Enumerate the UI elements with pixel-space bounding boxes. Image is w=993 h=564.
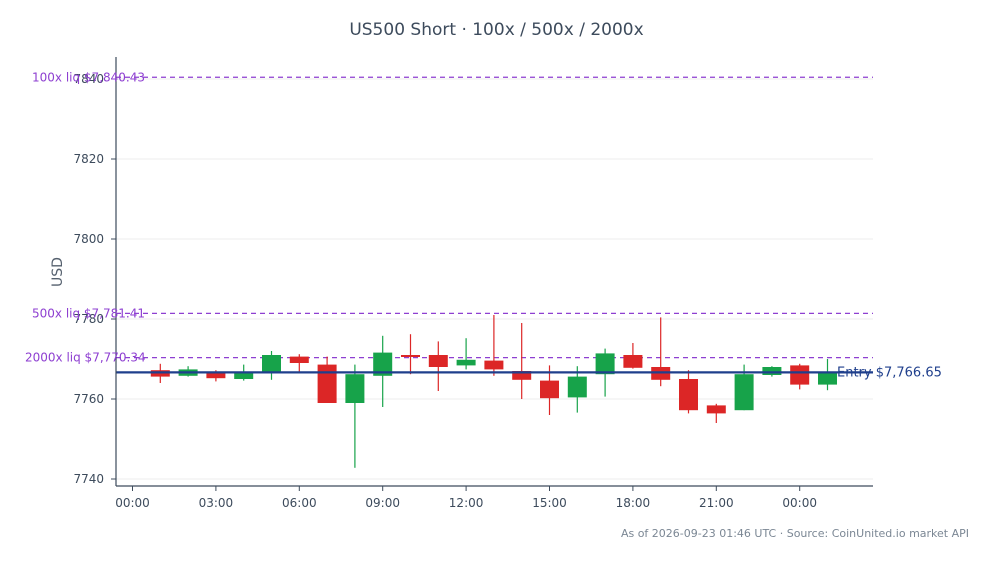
candle-body-down xyxy=(623,355,643,368)
x-tick-label: 03:00 xyxy=(199,496,234,510)
entry-label: Entry $7,766.65 xyxy=(837,365,942,380)
candle-body-down xyxy=(289,356,309,363)
candle-body-down xyxy=(790,365,810,385)
candle-body-down xyxy=(706,405,726,414)
y-tick-label: 7780 xyxy=(73,312,104,326)
y-tick-label: 7760 xyxy=(73,392,104,406)
candle-body-up xyxy=(595,353,615,375)
x-tick-label: 18:00 xyxy=(616,496,651,510)
candle-body-up xyxy=(262,355,281,372)
labels-layer: 7740 7760 7780 7800 7820 7840 00:00 03:00 06:00 0… xyxy=(25,70,942,510)
x-tick-label: 00:00 xyxy=(115,496,150,510)
candle-body-down xyxy=(317,364,337,403)
candle-body-up xyxy=(234,373,254,379)
candle-body-down xyxy=(540,380,559,399)
candle-body-up xyxy=(734,374,754,411)
y-tick-label: 7820 xyxy=(73,152,104,166)
liquidation-label: 2000x liq $7,770.34 xyxy=(25,351,146,365)
footer-note: As of 2026-09-23 01:46 UTC · Source: Coi… xyxy=(620,527,969,540)
candle-body-up xyxy=(345,374,365,403)
y-axis-label: USD xyxy=(50,257,66,287)
candles-layer xyxy=(150,315,837,468)
liquidation-label: 500x liq $7,781.41 xyxy=(32,306,145,320)
candle-body-up xyxy=(818,373,837,385)
x-tick-label: 06:00 xyxy=(282,496,317,510)
y-tick-label: 7840 xyxy=(73,72,104,86)
candle-body-up xyxy=(567,376,587,398)
y-tick-label: 7740 xyxy=(73,472,104,486)
x-tick-label: 15:00 xyxy=(532,496,567,510)
candle-body-down xyxy=(679,379,698,411)
liquidation-label: 100x liq $7,840.43 xyxy=(32,70,145,84)
chart-title: US500 Short · 100x / 500x / 2000x xyxy=(349,20,644,40)
x-tick-label: 09:00 xyxy=(365,496,400,510)
candle-body-up xyxy=(373,352,393,376)
x-tick-label: 12:00 xyxy=(449,496,484,510)
axes-layer xyxy=(111,57,873,491)
candle-body-down xyxy=(512,371,532,380)
candle-body-up xyxy=(762,367,782,375)
candle-body-down xyxy=(484,360,504,370)
grid-layer xyxy=(116,78,873,480)
x-tick-label: 21:00 xyxy=(699,496,734,510)
candle-body-down xyxy=(428,355,448,367)
candle-body-up xyxy=(456,359,476,366)
x-tick-label: 00:00 xyxy=(782,496,817,510)
y-tick-label: 7800 xyxy=(73,232,104,246)
candle-body-down xyxy=(206,372,226,379)
candle-body-down xyxy=(401,355,420,357)
